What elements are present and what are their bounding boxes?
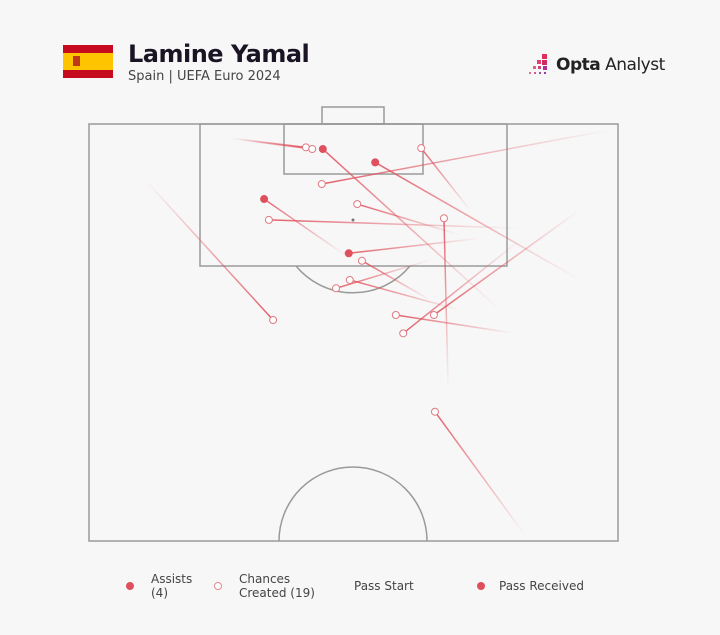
assist-marker bbox=[260, 195, 269, 204]
brand-light: Analyst bbox=[605, 55, 665, 75]
pass-line bbox=[322, 148, 501, 311]
assist-marker bbox=[318, 145, 327, 154]
pitch-outline bbox=[88, 123, 619, 542]
chance-marker bbox=[264, 215, 273, 224]
goal bbox=[321, 106, 385, 125]
pass-line bbox=[268, 219, 521, 229]
penalty-arc bbox=[295, 265, 411, 294]
pass-line bbox=[420, 147, 471, 211]
chance-marker bbox=[357, 256, 366, 265]
pass-line bbox=[434, 411, 526, 536]
chance-marker bbox=[391, 310, 400, 319]
pass-line bbox=[374, 161, 581, 281]
chance-marker bbox=[332, 284, 341, 293]
pass-line bbox=[335, 259, 431, 290]
page-title: Lamine Yamal bbox=[128, 40, 310, 68]
pass-line bbox=[144, 179, 274, 321]
pass-line bbox=[395, 314, 515, 335]
chance-marker bbox=[417, 144, 426, 153]
assist-marker bbox=[371, 158, 380, 167]
chance-marker bbox=[353, 200, 362, 209]
legend-pass-start: Pass Start bbox=[354, 579, 414, 593]
pass-line bbox=[433, 209, 581, 316]
penalty-spot bbox=[351, 218, 355, 222]
pass-line bbox=[321, 129, 611, 185]
opta-logo-icon bbox=[529, 54, 547, 74]
chance-marker bbox=[430, 407, 439, 416]
chance-marker bbox=[269, 315, 278, 324]
chance-marker bbox=[308, 145, 317, 154]
pass-line bbox=[402, 239, 521, 334]
pass-line bbox=[361, 260, 431, 301]
legend-chances: Chances Created (19) bbox=[239, 572, 315, 600]
center-circle bbox=[278, 466, 428, 542]
brand-bold: Opta bbox=[556, 55, 601, 75]
chance-marker bbox=[399, 329, 408, 338]
spain-flag bbox=[63, 45, 113, 78]
pass-line bbox=[348, 237, 481, 255]
pass-line bbox=[443, 218, 449, 391]
assist-marker bbox=[344, 249, 353, 258]
legend-assists: Assists (4) bbox=[151, 572, 193, 600]
penalty-box bbox=[199, 123, 508, 267]
chance-marker bbox=[429, 310, 438, 319]
chance-marker bbox=[345, 275, 354, 284]
page-subtitle: Spain | UEFA Euro 2024 bbox=[128, 69, 281, 84]
chance-marker bbox=[317, 180, 326, 189]
chance-legend-marker bbox=[214, 582, 222, 590]
legend-pass-received: Pass Received bbox=[499, 579, 584, 593]
chance-marker bbox=[439, 214, 448, 223]
pass-line bbox=[349, 279, 461, 311]
opta-analyst-logo: Opta Analyst bbox=[528, 53, 665, 77]
pass-line bbox=[239, 139, 313, 150]
pass-line bbox=[356, 203, 461, 236]
assist-legend-marker bbox=[126, 582, 134, 590]
legend-pass-line bbox=[418, 582, 485, 590]
pitch-lines bbox=[88, 106, 619, 542]
pass-line bbox=[263, 198, 346, 256]
